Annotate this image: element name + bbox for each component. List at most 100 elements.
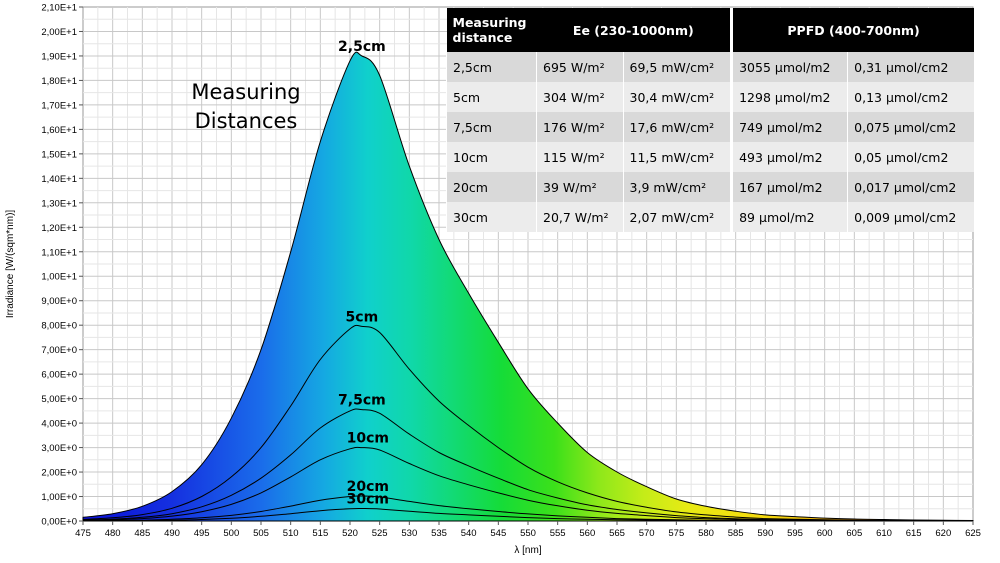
x-tick-label: 565 (609, 528, 625, 539)
table-cell: 0,075 µmol/cm2 (847, 112, 974, 142)
y-tick-label: 6,00E+0 (41, 370, 77, 381)
x-tick-label: 570 (639, 528, 655, 539)
x-tick-label: 485 (134, 528, 150, 539)
table-cell: 304 W/m² (536, 82, 624, 112)
x-tick-label: 475 (75, 528, 91, 539)
x-tick-label: 505 (253, 528, 269, 539)
x-tick-label: 490 (164, 528, 180, 539)
table-row: 5cm 304 W/m² 30,4 mW/cm² 1298 µmol/m2 0,13 µ… (446, 82, 974, 112)
table-row: 7,5cm 176 W/m² 17,6 mW/cm² 749 µmol/m2 0,075… (446, 112, 974, 142)
x-tick-label: 575 (668, 528, 684, 539)
x-tick-label: 620 (935, 528, 951, 539)
table-cell: 5cm (446, 82, 537, 112)
table-cell: 11,5 mW/cm² (622, 142, 732, 172)
table-cell: 20,7 W/m² (536, 202, 624, 232)
x-tick-label: 525 (372, 528, 388, 539)
spectrum-curve-5cm (82, 324, 973, 522)
table-cell: 115 W/m² (536, 142, 624, 172)
x-tick-label: 520 (342, 528, 358, 539)
table-cell: 89 µmol/m2 (730, 202, 848, 232)
y-tick-label: 1,00E+1 (41, 272, 77, 283)
x-tick-label: 590 (757, 528, 773, 539)
x-tick-label: 580 (698, 528, 714, 539)
table-row: 30cm 20,7 W/m² 2,07 mW/cm² 89 µmol/m2 0,009 … (446, 202, 974, 232)
y-tick-label: 8,00E+0 (41, 321, 77, 332)
table-cell: 1298 µmol/m2 (730, 82, 848, 112)
table-row: 2,5cm 695 W/m² 69,5 mW/cm² 3055 µmol/m2 0,31… (446, 52, 974, 82)
y-tick-label: 1,90E+1 (41, 51, 77, 62)
x-tick-label: 555 (550, 528, 566, 539)
table-cell: 69,5 mW/cm² (622, 52, 732, 82)
y-tick-label: 9,00E+0 (41, 296, 77, 307)
table-cell: 3055 µmol/m2 (730, 52, 848, 82)
table-cell: 0,31 µmol/cm2 (847, 52, 974, 82)
curve-label-7-5cm: 7,5cm (338, 393, 386, 409)
x-axis-title: λ [nm] (514, 545, 541, 556)
y-tick-label: 2,00E+1 (41, 27, 77, 38)
table-cell: 493 µmol/m2 (730, 142, 848, 172)
y-axis-title: Irradiance [W/(sqm*nm)] (5, 210, 16, 319)
x-tick-label: 550 (520, 528, 536, 539)
y-tick-label: 0,00E+0 (41, 517, 77, 528)
y-tick-label: 2,10E+1 (41, 3, 77, 14)
table-cell: 0,017 µmol/cm2 (847, 172, 974, 202)
header-measuring-distance: Measuring distance (446, 8, 537, 52)
table-cell: 17,6 mW/cm² (622, 112, 732, 142)
table-cell: 0,05 µmol/cm2 (847, 142, 974, 172)
x-tick-label: 480 (105, 528, 121, 539)
table-cell: 0,13 µmol/cm2 (847, 82, 974, 112)
table-cell: 749 µmol/m2 (730, 112, 848, 142)
table-row: 20cm 39 W/m² 3,9 mW/cm² 167 µmol/m2 0,017 µm… (446, 172, 974, 202)
y-tick-label: 1,00E+0 (41, 492, 77, 503)
table-cell: 695 W/m² (536, 52, 624, 82)
curve-label-30cm: 30cm (347, 492, 389, 508)
spectrum-area-2-5cm (82, 51, 974, 522)
table-cell: 167 µmol/m2 (730, 172, 848, 202)
annotation-line-2: Distances (195, 109, 298, 133)
y-tick-label: 3,00E+0 (41, 443, 77, 454)
x-tick-label: 615 (906, 528, 922, 539)
x-tick-label: 515 (312, 528, 328, 539)
y-tick-label: 1,50E+1 (41, 149, 77, 160)
table-cell: 0,009 µmol/cm2 (847, 202, 974, 232)
table-cell: 10cm (446, 142, 537, 172)
x-tick-label: 595 (787, 528, 803, 539)
curve-label-20cm: 20cm (347, 479, 389, 495)
x-tick-label: 545 (490, 528, 506, 539)
header-ee: Ee (230-1000nm) (536, 8, 732, 52)
table-cell: 30,4 mW/cm² (622, 82, 732, 112)
table-cell: 176 W/m² (536, 112, 624, 142)
x-tick-label: 585 (728, 528, 744, 539)
y-tick-label: 2,00E+0 (41, 468, 77, 479)
x-tick-label: 530 (401, 528, 417, 539)
annotation-line-1: Measuring (191, 80, 300, 104)
x-tick-label: 510 (283, 528, 299, 539)
y-tick-label: 7,00E+0 (41, 345, 77, 356)
table-cell: 7,5cm (446, 112, 537, 142)
curve-label-5cm: 5cm (346, 309, 379, 325)
table-cell: 39 W/m² (536, 172, 624, 202)
table-cell: 3,9 mW/cm² (622, 172, 732, 202)
table-row: 10cm 115 W/m² 11,5 mW/cm² 493 µmol/m2 0,05 µ… (446, 142, 974, 172)
y-tick-label: 4,00E+0 (41, 419, 77, 430)
spectrum-curve-30cm (82, 507, 973, 522)
x-tick-label: 610 (876, 528, 892, 539)
y-tick-label: 5,00E+0 (41, 394, 77, 405)
x-tick-label: 500 (223, 528, 239, 539)
x-tick-label: 495 (194, 528, 210, 539)
curve-label-2-5cm: 2,5cm (338, 39, 386, 55)
y-tick-label: 1,40E+1 (41, 174, 77, 185)
table-cell: 30cm (446, 202, 537, 232)
x-tick-label: 625 (965, 528, 981, 539)
y-tick-label: 1,30E+1 (41, 198, 77, 209)
x-tick-label: 540 (461, 528, 477, 539)
table-cell: 20cm (446, 172, 537, 202)
y-tick-label: 1,20E+1 (41, 223, 77, 234)
curve-label-10cm: 10cm (347, 431, 389, 447)
x-tick-label: 560 (579, 528, 595, 539)
table-cell: 2,07 mW/cm² (622, 202, 732, 232)
y-tick-label: 1,10E+1 (41, 247, 77, 258)
header-ppfd: PPFD (400-700nm) (730, 8, 974, 52)
x-tick-label: 605 (846, 528, 862, 539)
y-tick-label: 1,80E+1 (41, 76, 77, 87)
